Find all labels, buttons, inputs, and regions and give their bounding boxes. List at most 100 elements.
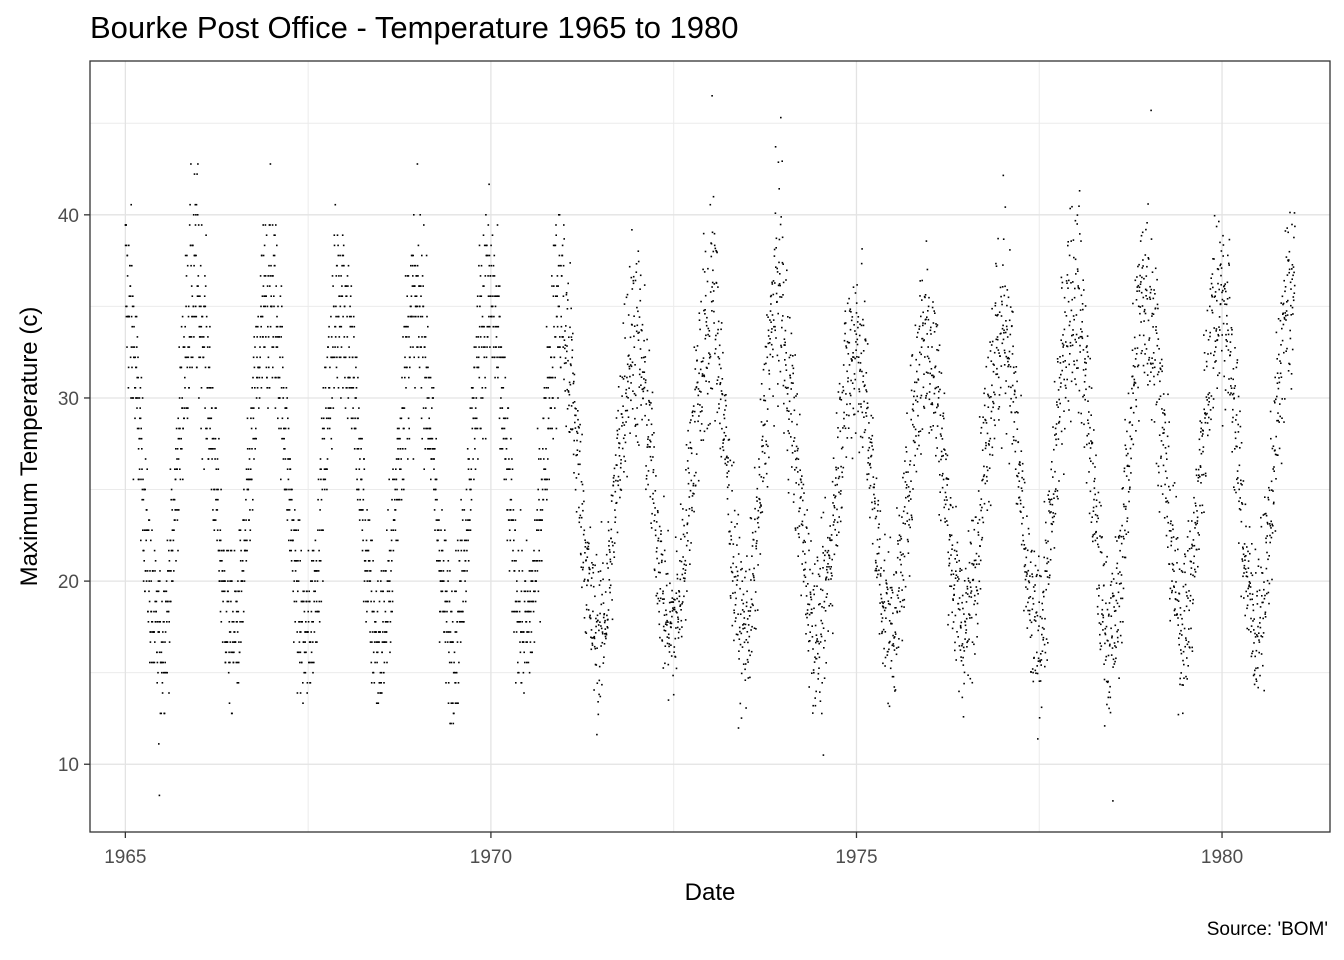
data-point: [942, 478, 945, 481]
data-point: [795, 395, 797, 397]
data-point: [691, 495, 694, 497]
data-point: [796, 457, 798, 460]
data-point: [1082, 369, 1085, 371]
data-point: [402, 448, 404, 450]
data-point: [825, 662, 827, 664]
data-point: [743, 627, 746, 629]
data-point: [674, 599, 676, 601]
data-point: [166, 539, 169, 542]
data-point: [520, 590, 523, 593]
data-point: [1094, 539, 1097, 542]
data-point: [1049, 511, 1051, 514]
data-point: [383, 600, 385, 603]
data-point: [981, 449, 984, 451]
data-point: [808, 613, 811, 616]
data-point: [642, 356, 645, 359]
data-point: [362, 509, 364, 511]
data-point: [519, 600, 521, 603]
data-point: [632, 279, 635, 282]
data-point: [1034, 669, 1037, 672]
data-point: [198, 305, 201, 308]
data-point: [416, 305, 418, 308]
data-point: [714, 348, 717, 350]
data-point: [1021, 470, 1024, 472]
data-point: [204, 407, 206, 409]
data-point: [1005, 433, 1008, 435]
data-point: [381, 692, 383, 694]
data-point: [317, 498, 319, 501]
data-point: [172, 580, 174, 582]
data-point: [155, 590, 158, 593]
data-point: [807, 603, 809, 605]
data-point: [678, 595, 681, 598]
data-point: [572, 402, 574, 404]
data-point: [772, 395, 774, 397]
data-point: [619, 479, 621, 481]
data-point: [643, 339, 645, 342]
data-point: [776, 354, 779, 357]
data-point: [413, 264, 416, 267]
data-point: [879, 510, 882, 512]
data-point: [206, 346, 209, 348]
data-point: [899, 539, 901, 542]
data-point: [200, 427, 202, 430]
data-point: [331, 448, 333, 450]
data-point: [907, 471, 909, 473]
data-point: [883, 601, 886, 603]
data-point: [915, 358, 917, 361]
data-point: [687, 447, 690, 449]
data-point: [693, 493, 695, 495]
data-point: [1099, 633, 1101, 636]
data-point: [774, 146, 777, 148]
data-point: [559, 356, 562, 359]
data-point: [732, 461, 735, 464]
data-point: [643, 284, 646, 286]
data-point: [653, 568, 656, 571]
data-point: [568, 336, 570, 338]
data-point: [1038, 625, 1040, 627]
data-point: [329, 407, 332, 409]
data-point: [417, 315, 419, 318]
data-point: [271, 305, 273, 308]
data-point: [876, 538, 879, 541]
data-point: [649, 455, 652, 458]
data-point: [1088, 512, 1091, 515]
data-point: [179, 478, 182, 481]
data-point: [315, 600, 318, 603]
data-point: [557, 264, 560, 267]
data-point: [1049, 559, 1052, 561]
data-point: [481, 397, 484, 399]
data-point: [287, 417, 289, 420]
data-point: [688, 549, 691, 551]
data-point: [700, 361, 703, 363]
data-point: [1061, 369, 1063, 372]
data-point: [242, 621, 244, 623]
data-point: [578, 506, 580, 509]
data-point: [467, 519, 469, 521]
data-point: [908, 494, 910, 497]
data-point: [280, 427, 282, 430]
data-point: [869, 441, 872, 443]
data-point: [478, 244, 481, 247]
data-point: [494, 295, 496, 297]
data-point: [964, 621, 967, 623]
data-point: [538, 458, 540, 460]
data-point: [295, 600, 298, 603]
data-point: [849, 328, 852, 331]
data-point: [291, 498, 293, 501]
data-point: [891, 622, 893, 625]
data-point: [683, 595, 685, 598]
data-point: [517, 661, 519, 664]
data-point: [142, 498, 145, 501]
data-point: [702, 357, 705, 359]
data-point: [936, 447, 938, 449]
data-point: [843, 339, 846, 342]
data-point: [193, 264, 195, 267]
data-point: [830, 539, 832, 542]
data-point: [1019, 502, 1022, 505]
data-point: [255, 397, 258, 399]
data-point: [322, 417, 325, 420]
data-point: [539, 621, 541, 623]
data-point: [690, 479, 693, 482]
data-point: [905, 451, 908, 453]
